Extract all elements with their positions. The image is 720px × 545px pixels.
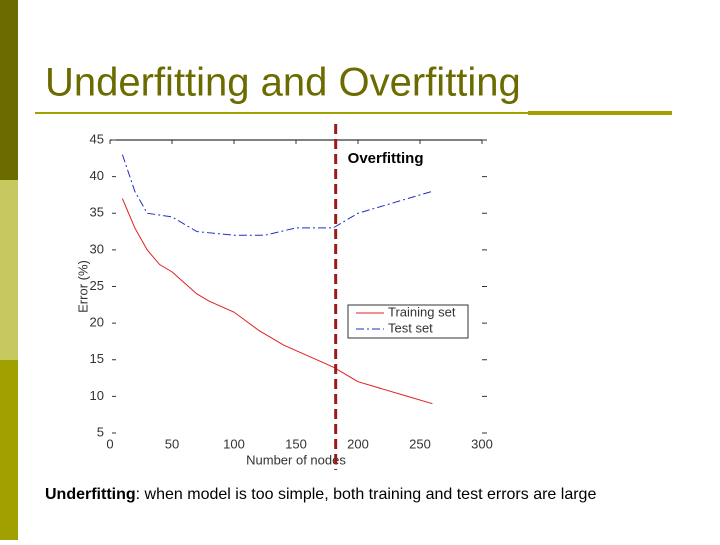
- caption: Underfitting: when model is too simple, …: [45, 486, 596, 503]
- sidebar-stripe: [0, 360, 18, 540]
- sidebar-stripe: [0, 0, 18, 180]
- y-tick-label: 15: [90, 351, 104, 366]
- y-tick-label: 35: [90, 205, 104, 220]
- y-tick-label: 30: [90, 241, 104, 256]
- x-tick-label: 250: [409, 436, 431, 451]
- series-line: [121, 154, 433, 236]
- y-tick-label: 40: [90, 168, 104, 183]
- sidebar-stripe: [0, 180, 18, 360]
- x-tick-label: 0: [106, 436, 113, 451]
- x-tick-label: 100: [223, 436, 245, 451]
- legend-label: Training set: [388, 304, 456, 319]
- x-tick-label: 200: [347, 436, 369, 451]
- caption-bold: Underfitting: [45, 486, 136, 503]
- x-tick-label: 150: [285, 436, 307, 451]
- y-tick-label: 20: [90, 315, 104, 330]
- y-tick-label: 10: [90, 388, 104, 403]
- legend-label: Test set: [388, 320, 433, 335]
- slide-title: Underfitting and Overfitting: [45, 61, 521, 105]
- y-tick-label: 25: [90, 278, 104, 293]
- y-tick-label: 45: [90, 131, 104, 146]
- series-line: [121, 198, 433, 405]
- caption-text: : when model is too simple, both trainin…: [136, 486, 597, 503]
- legend-box: [347, 304, 469, 339]
- chart: 5 10 15 20 25 30 35 40 45 0 50 100 150 200 250 300 Numbe…: [75, 124, 493, 470]
- x-tick-label: 300: [471, 436, 493, 451]
- x-axis-label: Number of nodes: [246, 452, 346, 467]
- y-axis-label: Error (%): [75, 260, 90, 313]
- x-tick-label: 50: [165, 436, 179, 451]
- y-tick-label: 5: [97, 424, 104, 439]
- annotation-label: Overfitting: [348, 150, 424, 167]
